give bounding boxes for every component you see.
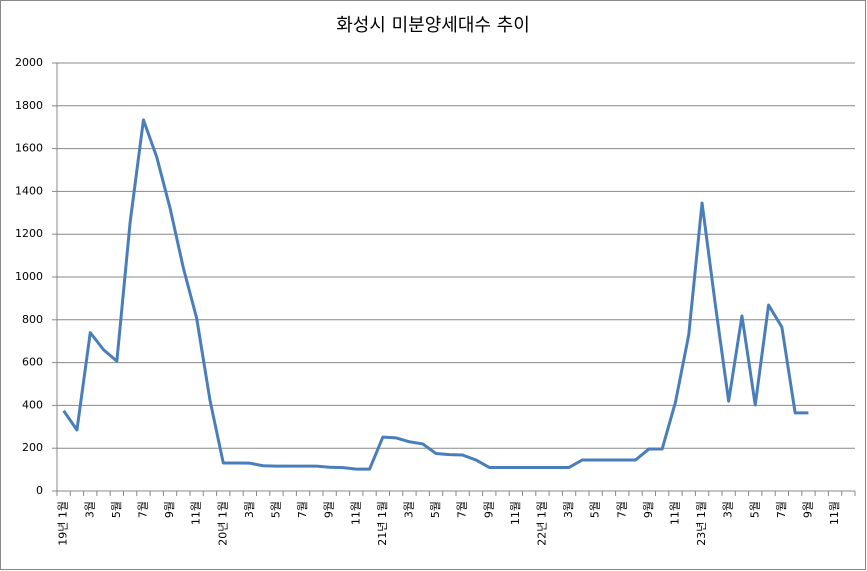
x-tick-label: 5월 <box>429 501 442 518</box>
x-tick-label: 3월 <box>402 501 415 518</box>
x-tick-label: 3월 <box>562 501 575 518</box>
x-tick-label: 7월 <box>136 501 149 518</box>
x-tick-label: 7월 <box>775 501 788 518</box>
x-tick-label: 3월 <box>722 501 735 518</box>
x-tick-label: 9월 <box>642 501 655 518</box>
x-tick-label: 11월 <box>509 501 522 525</box>
x-tick-label: 9월 <box>323 501 336 518</box>
x-tick-label: 3월 <box>243 501 256 518</box>
x-tick-label: 3월 <box>83 501 96 518</box>
x-tick-label: 11월 <box>349 501 362 525</box>
y-tick-label: 1400 <box>15 184 43 197</box>
y-tick-label: 1200 <box>15 227 43 240</box>
x-tick-label: 21년 1월 <box>376 501 389 546</box>
x-tick-label: 5월 <box>589 501 602 518</box>
x-tick-label: 11월 <box>828 501 841 525</box>
x-tick-label: 22년 1월 <box>535 501 548 546</box>
x-tick-label: 5월 <box>110 501 123 518</box>
x-tick-label: 11월 <box>668 501 681 525</box>
y-tick-label: 0 <box>36 484 43 497</box>
x-tick-label: 9월 <box>801 501 814 518</box>
y-tick-label: 2000 <box>15 56 43 69</box>
x-tick-label: 9월 <box>163 501 176 518</box>
x-tick-label: 19년 1월 <box>57 501 70 546</box>
x-tick-label: 20년 1월 <box>216 501 229 546</box>
y-tick-label: 400 <box>22 398 43 411</box>
x-tick-label: 11월 <box>190 501 203 525</box>
x-tick-label: 9월 <box>482 501 495 518</box>
y-tick-label: 1600 <box>15 142 43 155</box>
y-tick-label: 1000 <box>15 270 43 283</box>
x-tick-label: 23년 1월 <box>695 501 708 546</box>
series-line <box>62 118 809 471</box>
y-tick-label: 200 <box>22 441 43 454</box>
chart-title: 화성시 미분양세대수 추이 <box>336 15 530 36</box>
x-tick-label: 5월 <box>748 501 761 518</box>
y-tick-label: 800 <box>22 313 43 326</box>
x-tick-label: 7월 <box>456 501 469 518</box>
x-tick-label: 7월 <box>615 501 628 518</box>
y-tick-label: 1800 <box>15 99 43 112</box>
x-tick-label: 7월 <box>296 501 309 518</box>
y-tick-label: 600 <box>22 356 43 369</box>
x-tick-label: 5월 <box>269 501 282 518</box>
